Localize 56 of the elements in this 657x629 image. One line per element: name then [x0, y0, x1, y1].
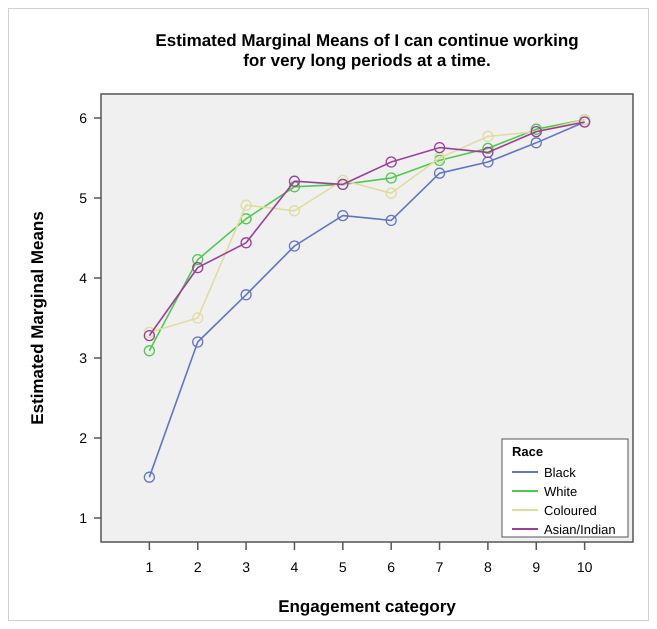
point — [288, 176, 300, 187]
point — [482, 130, 494, 142]
point — [530, 124, 542, 135]
point — [482, 146, 494, 158]
point — [288, 205, 300, 216]
x-axis-title: Engagement category — [278, 597, 456, 616]
point — [386, 214, 397, 226]
point — [192, 312, 204, 324]
point — [240, 289, 252, 300]
point — [530, 137, 542, 148]
point — [144, 326, 156, 338]
chart-title: Estimated Marginal Means of I can continue working for very long periods at a time. — [155, 31, 579, 70]
point — [434, 142, 446, 154]
legend-label: Coloured — [544, 503, 597, 518]
x-tick-label: 1 — [145, 559, 154, 575]
y-tick-label: 5 — [79, 190, 88, 206]
point — [434, 168, 446, 179]
point — [386, 188, 397, 199]
point — [434, 152, 446, 164]
x-tick-label: 5 — [338, 559, 347, 575]
point — [288, 240, 300, 252]
x-tick-label: 8 — [484, 559, 492, 575]
x-tick-label: 2 — [194, 559, 202, 575]
x-tick-label: 4 — [290, 559, 299, 575]
point — [482, 142, 494, 154]
y-tick-label: 6 — [79, 110, 88, 126]
y-tick-label: 1 — [79, 510, 88, 526]
point — [144, 472, 156, 483]
point — [144, 330, 156, 342]
point — [192, 254, 204, 266]
point — [240, 213, 252, 224]
y-tick-label: 3 — [79, 350, 88, 366]
point — [192, 262, 204, 274]
point — [144, 345, 156, 356]
point — [482, 156, 494, 168]
y-axis-title: Estimated Marginal Means — [28, 211, 47, 425]
legend-label: Asian/Indian — [544, 522, 616, 537]
x-tick-label: 9 — [532, 559, 540, 575]
point — [192, 336, 204, 348]
x-tick-label: 10 — [576, 559, 593, 575]
point — [240, 200, 252, 211]
x-tick-label: 6 — [387, 559, 396, 575]
x-tick-label: 7 — [436, 559, 444, 575]
legend-title: Race — [512, 444, 544, 459]
point — [386, 156, 397, 168]
point — [240, 237, 252, 248]
point — [288, 181, 300, 192]
legend-label: Black — [544, 465, 576, 480]
point — [386, 172, 397, 184]
x-tick-label: 3 — [242, 559, 250, 575]
point — [337, 174, 348, 186]
y-tick-label: 2 — [79, 430, 88, 446]
point — [434, 154, 446, 166]
point — [337, 210, 348, 222]
legend-label: White — [544, 484, 578, 499]
y-tick-label: 4 — [79, 270, 88, 286]
